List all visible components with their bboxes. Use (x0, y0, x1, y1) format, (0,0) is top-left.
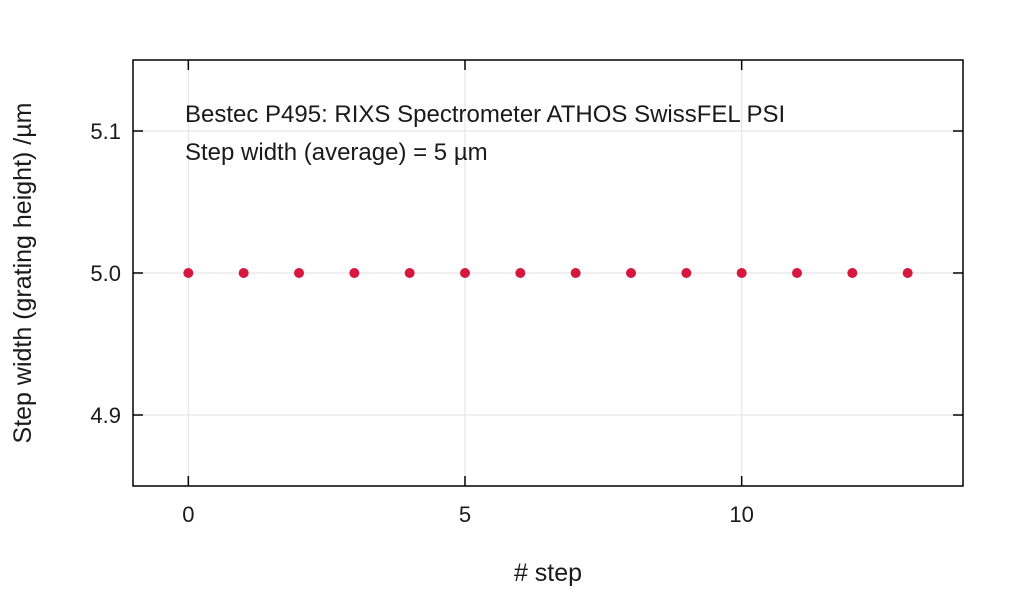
data-point (626, 268, 636, 278)
axis-ticks (133, 60, 963, 486)
y-tick-label: 5.1 (90, 119, 121, 144)
data-point (570, 268, 581, 278)
data-point (847, 268, 858, 278)
data-points (183, 268, 913, 278)
annotation-line-1: Bestec P495: RIXS Spectrometer ATHOS Swi… (185, 101, 785, 128)
x-tick-label: 5 (459, 502, 471, 527)
data-point (404, 268, 415, 278)
tick-labels: 0 5 10 4.9 5.0 5.1 (90, 119, 754, 527)
data-point (460, 268, 470, 278)
y-tick-label: 5.0 (90, 261, 121, 286)
x-tick-label: 0 (182, 502, 194, 527)
annotation-line-2: Step width (average) = 5 µm (185, 139, 488, 166)
data-point (792, 268, 802, 278)
grid (133, 60, 963, 486)
data-point (183, 268, 194, 278)
x-axis-title: # step (514, 559, 582, 587)
data-point (681, 268, 692, 278)
data-point (294, 268, 304, 278)
x-tick-label: 10 (729, 502, 753, 527)
data-point (349, 268, 360, 278)
data-point (902, 268, 913, 278)
data-point (515, 268, 526, 278)
annotation-block: Bestec P495: RIXS Spectrometer ATHOS Swi… (185, 101, 785, 166)
y-tick-label: 4.9 (90, 403, 121, 428)
data-point (238, 268, 249, 278)
data-point (736, 268, 747, 278)
y-axis-title: Step width (grating height) /µm (9, 103, 37, 444)
